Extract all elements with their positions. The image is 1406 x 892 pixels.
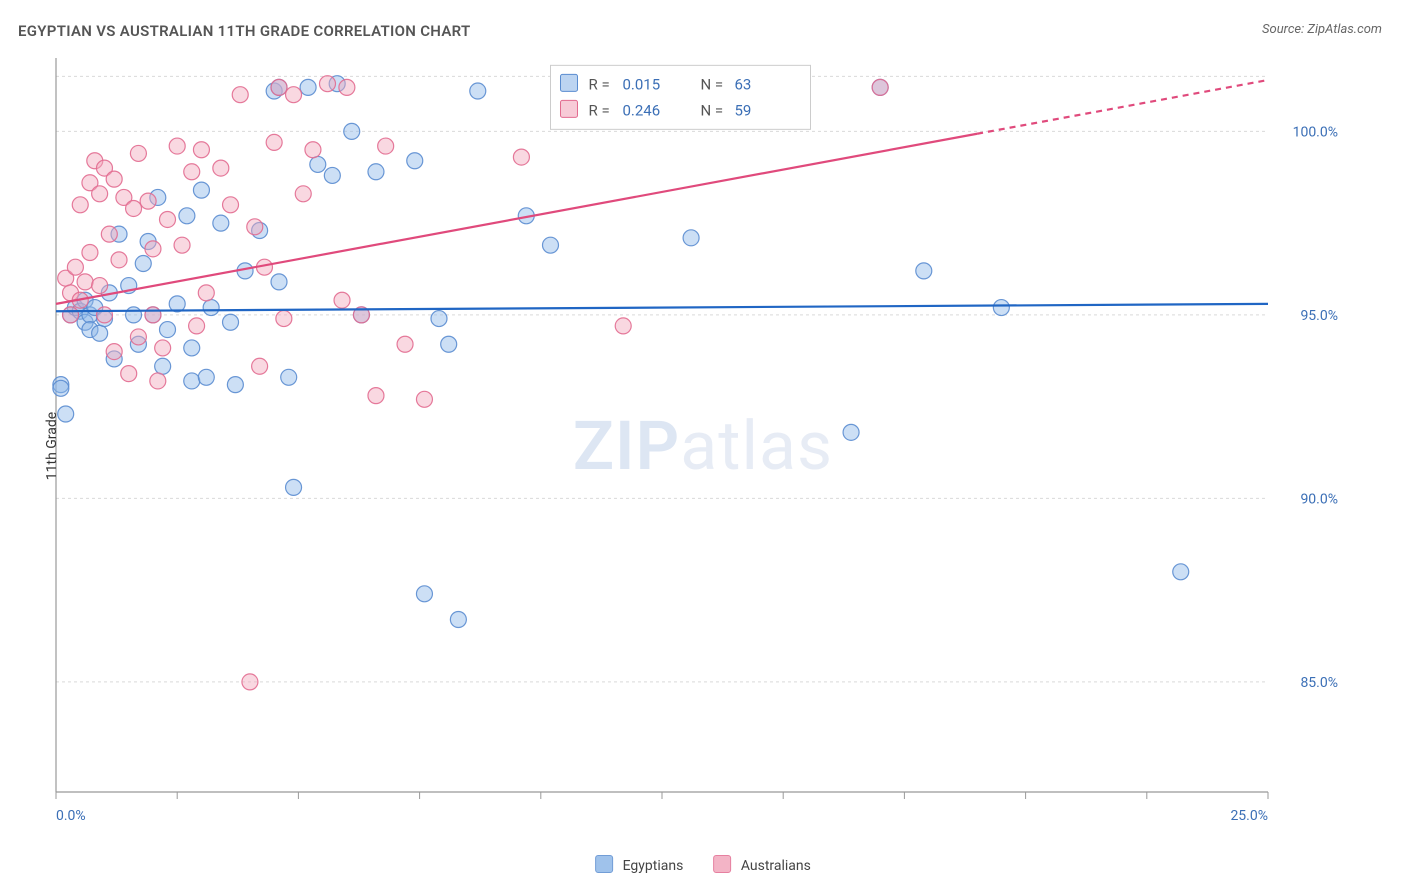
svg-text:85.0%: 85.0%: [1300, 675, 1338, 691]
bottom-legend: Egyptians Australians: [595, 855, 811, 874]
svg-text:0.015: 0.015: [622, 75, 660, 93]
swatch-icon: [713, 855, 731, 873]
svg-text:100.0%: 100.0%: [1293, 124, 1338, 140]
svg-text:63: 63: [734, 75, 751, 93]
svg-text:N =: N =: [700, 101, 723, 119]
swatch-icon: [595, 855, 613, 873]
svg-text:N =: N =: [700, 75, 723, 93]
legend-item-australians: Australians: [713, 855, 811, 874]
chart-title: EGYPTIAN VS AUSTRALIAN 11TH GRADE CORREL…: [18, 22, 471, 40]
svg-text:R =: R =: [588, 101, 609, 119]
svg-text:R =: R =: [588, 75, 609, 93]
svg-text:90.0%: 90.0%: [1300, 491, 1338, 507]
source-label: Source: ZipAtlas.com: [1262, 22, 1382, 37]
y-axis-label: 11th Grade: [44, 412, 60, 480]
legend-item-egyptians: Egyptians: [595, 855, 683, 874]
svg-text:25.0%: 25.0%: [1230, 808, 1268, 824]
svg-text:59: 59: [734, 101, 751, 119]
svg-text:95.0%: 95.0%: [1300, 308, 1338, 324]
scatter-plot: 0.0% 25.0% 85.0% 90.0% 95.0% 100.0% R = 0.015 N…: [50, 52, 1346, 832]
svg-text:0.246: 0.246: [622, 101, 660, 119]
svg-text:0.0%: 0.0%: [56, 808, 86, 824]
